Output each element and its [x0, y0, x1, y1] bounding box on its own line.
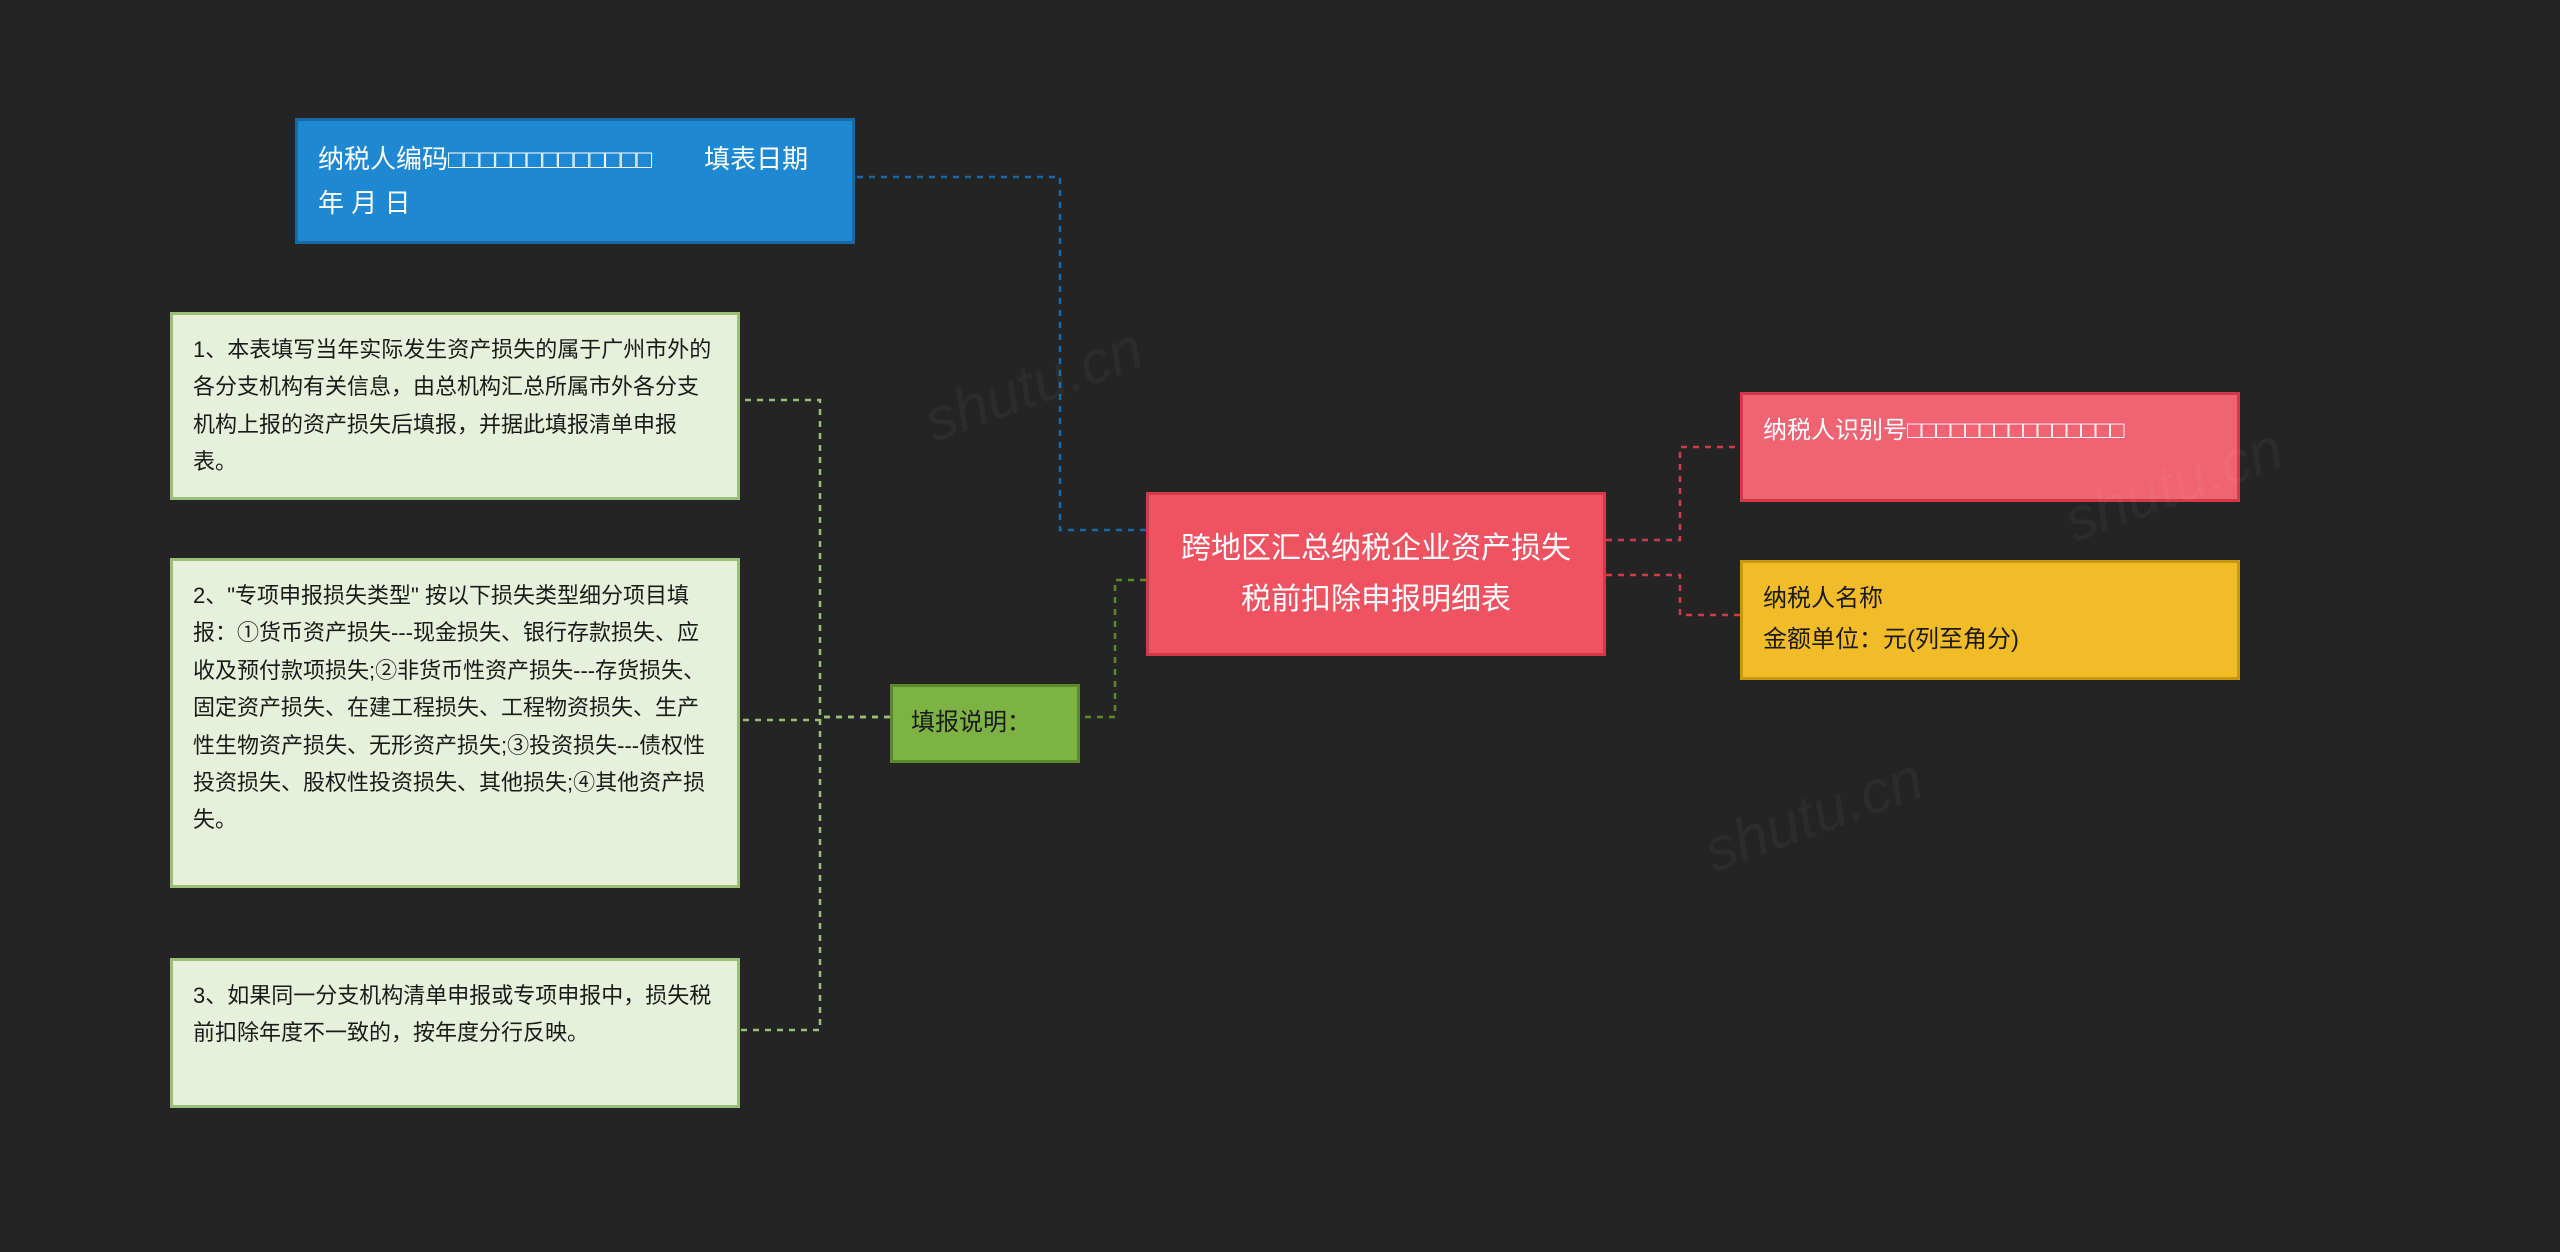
mindmap-node-center: 跨地区汇总纳税企业资产损失税前扣除申报明细表	[1146, 492, 1606, 656]
connector	[740, 717, 890, 720]
connector	[1606, 575, 1740, 615]
mindmap-node-note3: 3、如果同一分支机构清单申报或专项申报中，损失税前扣除年度不一致的，按年度分行反…	[170, 958, 740, 1108]
mindmap-node-left_top: 纳税人编码□□□□□□□□□□□□□ 填表日期 年 月 日	[295, 118, 855, 244]
mindmap-node-left_mid: 填报说明：	[890, 684, 1080, 763]
connector	[740, 400, 890, 717]
watermark: shutu.cn	[915, 313, 1152, 455]
mindmap-node-right2: 纳税人名称 金额单位：元(列至角分)	[1740, 560, 2240, 680]
mindmap-node-right1: 纳税人识别号□□□□□□□□□□□□□□□	[1740, 392, 2240, 502]
mindmap-node-note1: 1、本表填写当年实际发生资产损失的属于广州市外的各分支机构有关信息，由总机构汇总…	[170, 312, 740, 500]
connector	[855, 177, 1146, 530]
connector	[1080, 580, 1146, 717]
connector	[740, 717, 890, 1030]
mindmap-node-note2: 2、"专项申报损失类型" 按以下损失类型细分项目填报：①货币资产损失---现金损…	[170, 558, 740, 888]
watermark: shutu.cn	[1695, 743, 1932, 885]
connector	[1606, 447, 1740, 540]
